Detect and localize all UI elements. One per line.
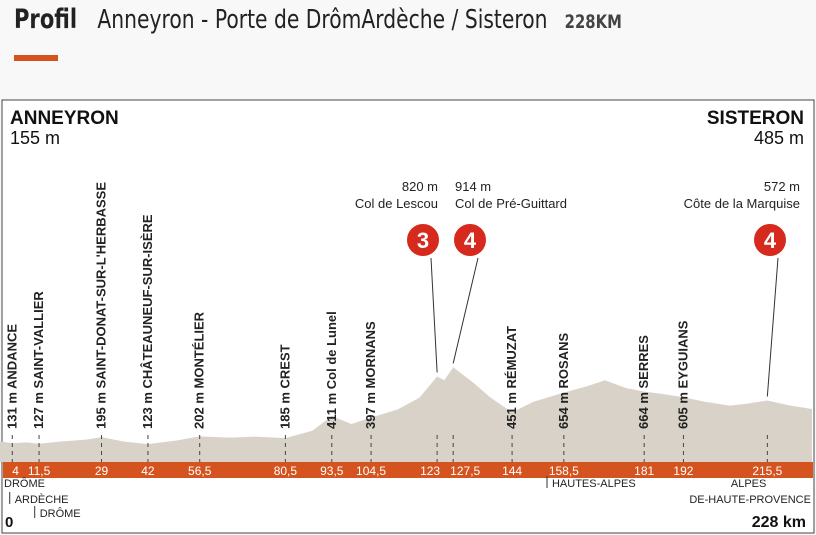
km-marker-label: 29 xyxy=(95,464,109,478)
region-label: DRÔME xyxy=(4,477,45,490)
climb-altitude: 820 m xyxy=(402,179,438,194)
km-marker-label: 104,5 xyxy=(356,464,386,478)
climb-name: Côte de la Marquise xyxy=(684,196,800,211)
km-marker-label: 42 xyxy=(141,464,155,478)
place-label: 131 m ANDANCE xyxy=(4,324,19,429)
finish-km: 228 km xyxy=(752,514,806,531)
km-marker-label: 215,5 xyxy=(752,464,782,478)
place-label: 664 m SERRES xyxy=(636,335,651,429)
stage-distance: 228KM xyxy=(564,11,622,33)
climb-pointer xyxy=(452,257,479,364)
region-label: DRÔME xyxy=(40,507,81,520)
km-marker-label: 158,5 xyxy=(549,464,579,478)
km-marker-label: 80,5 xyxy=(274,464,298,478)
climb-altitude: 572 m xyxy=(764,179,800,194)
climb-pointer xyxy=(430,257,438,373)
climb-name: Col de Pré-Guittard xyxy=(455,196,567,211)
climb-category: 4 xyxy=(464,228,477,253)
km-marker-label: 56,5 xyxy=(188,464,212,478)
climb-category-badge xyxy=(752,222,788,258)
climb-pointer xyxy=(766,257,779,397)
region-label: ARDÈCHE xyxy=(15,493,69,506)
finish-name: SISTERON xyxy=(707,108,804,129)
start-name: ANNEYRON xyxy=(10,108,119,129)
km-marker-label: 192 xyxy=(673,464,693,478)
place-label: 605 m EYGUIANS xyxy=(675,320,690,429)
place-label: 397 m MORNANS xyxy=(363,321,378,429)
elevation-area xyxy=(0,367,812,462)
place-label: 195 m SAINT-DONAT-SUR-L'HERBASSE xyxy=(94,182,109,429)
km-marker-label: 181 xyxy=(634,464,654,478)
climb-altitude: 914 m xyxy=(455,179,491,194)
climb-category: 4 xyxy=(764,228,777,253)
place-label: 123 m CHÂTEAUNEUF-SUR-ISÈRE xyxy=(140,214,155,429)
place-label: 127 m SAINT-VALLIER xyxy=(31,291,46,429)
km-marker-label: 144 xyxy=(502,464,522,478)
place-label: 411 m Col de Lunel xyxy=(324,311,339,429)
climb-category-badge xyxy=(452,222,488,258)
page-header: Profil Anneyron - Porte de DrômArdèche / … xyxy=(14,4,622,35)
section-title: Profil xyxy=(14,4,78,35)
km-marker-label: 11,5 xyxy=(28,464,51,478)
start-altitude: 155 m xyxy=(10,128,60,148)
place-label: 202 m MONTÉLIER xyxy=(192,311,207,429)
distance-bar xyxy=(3,462,813,478)
climb-category: 3 xyxy=(417,228,429,253)
title-underline xyxy=(14,55,58,61)
km-marker-label: 123 xyxy=(420,464,440,478)
climb-category-badge xyxy=(405,222,441,258)
region-label: DE-HAUTE-PROVENCE xyxy=(689,494,811,506)
place-label: 451 m RÉMUZAT xyxy=(504,326,519,429)
start-km: 0 xyxy=(5,514,13,531)
place-label: 185 m CREST xyxy=(277,344,292,429)
stage-route: Anneyron - Porte de DrômArdèche / Sister… xyxy=(97,5,548,35)
km-marker-label: 127,5 xyxy=(450,464,480,478)
place-label: 654 m ROSANS xyxy=(556,333,571,429)
km-marker-label: 4 xyxy=(12,464,19,478)
region-label: ALPES xyxy=(731,478,766,490)
finish-altitude: 485 m xyxy=(754,128,804,148)
climb-name: Col de Lescou xyxy=(355,196,438,211)
region-label: HAUTES-ALPES xyxy=(552,478,636,490)
km-marker-label: 93,5 xyxy=(320,464,344,478)
